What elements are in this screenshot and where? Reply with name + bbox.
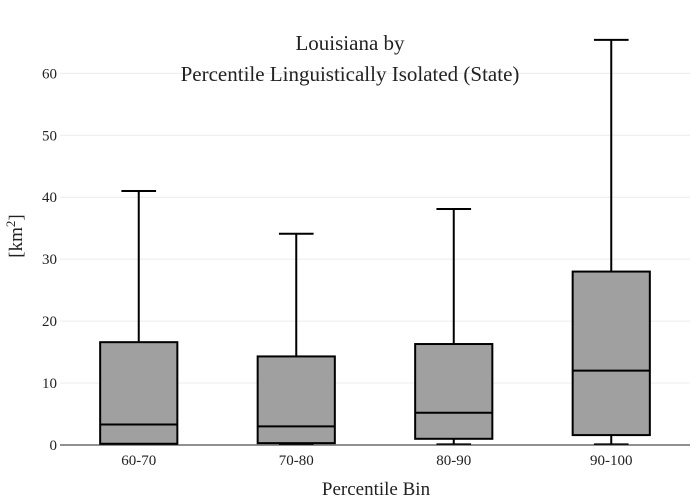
- box-iqr: [571, 270, 651, 437]
- y-tick-label: 10: [42, 376, 57, 392]
- y-tick-label: 30: [42, 252, 57, 268]
- box-80-90: [414, 208, 494, 446]
- chart-title-line1: Louisiana by: [295, 31, 405, 55]
- y-axis-title-end: ]: [6, 214, 27, 220]
- box-iqr: [414, 343, 494, 440]
- x-axis-title: Percentile Bin: [322, 479, 431, 500]
- x-tick-label: 60-70: [121, 453, 156, 469]
- box-iqr: [99, 341, 179, 445]
- y-tick-label: 60: [42, 66, 57, 82]
- box-iqr: [256, 355, 336, 445]
- chart-title-line2: Percentile Linguistically Isolated (Stat…: [181, 62, 520, 86]
- x-tick-label: 90-100: [590, 453, 633, 469]
- y-tick-label: 50: [42, 128, 57, 144]
- box-60-70: [99, 190, 179, 446]
- y-axis-title: [km2]: [3, 214, 27, 257]
- y-axis-title-base: [km: [6, 227, 27, 258]
- y-tick-label: 40: [42, 190, 57, 206]
- x-tick-labels: 60-70 70-80 80-90 90-100: [121, 453, 632, 469]
- y-tick-label: 0: [50, 438, 58, 454]
- x-tick-label: 70-80: [279, 453, 314, 469]
- box-70-80: [256, 232, 336, 446]
- y-tick-labels: 0 10 20 30 40 50 60: [42, 66, 57, 454]
- box-series: [99, 38, 651, 446]
- x-tick-label: 80-90: [436, 453, 471, 469]
- y-axis-title-sup: 2: [3, 221, 18, 228]
- y-tick-label: 20: [42, 314, 57, 330]
- box-90-100: [571, 38, 651, 446]
